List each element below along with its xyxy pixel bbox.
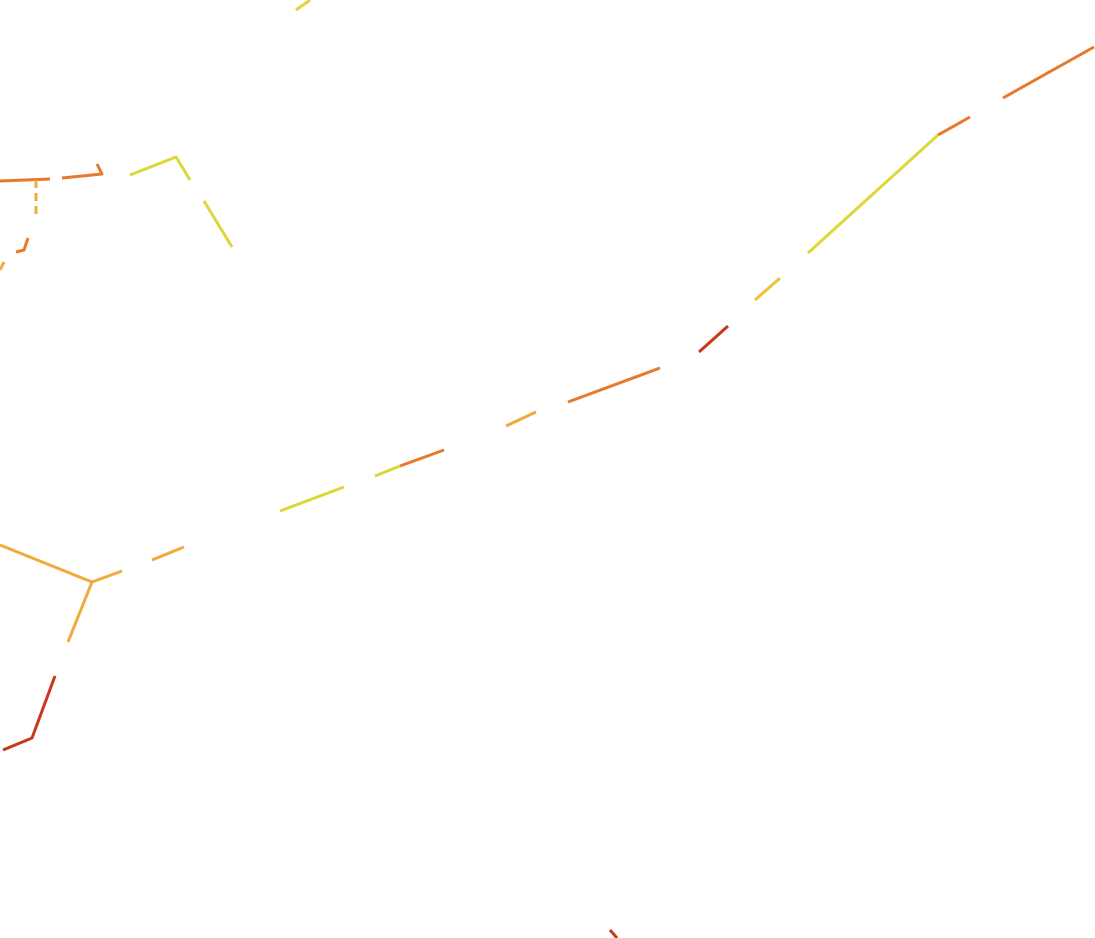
road-segment	[2, 675, 57, 752]
road-segment	[399, 448, 445, 468]
road-segment	[754, 276, 781, 302]
road-segment	[0, 177, 51, 183]
road-segment	[937, 115, 971, 137]
road-segment	[61, 163, 104, 180]
road-segment	[0, 261, 6, 271]
road-segment	[202, 200, 234, 248]
road-segment	[129, 155, 192, 181]
road-segment	[91, 569, 123, 584]
road-segment	[66, 581, 94, 643]
road-segment	[806, 133, 940, 255]
road-segment	[1002, 45, 1095, 100]
road-segment	[279, 485, 345, 513]
road-segment	[295, 0, 311, 12]
road-segment	[608, 929, 619, 938]
road-segment	[15, 237, 30, 254]
road-segment	[567, 366, 661, 404]
road-segment	[151, 545, 185, 562]
road-segment	[0, 543, 93, 584]
road-segment	[505, 410, 537, 428]
road-segment	[697, 324, 730, 354]
road-segment	[374, 464, 401, 478]
